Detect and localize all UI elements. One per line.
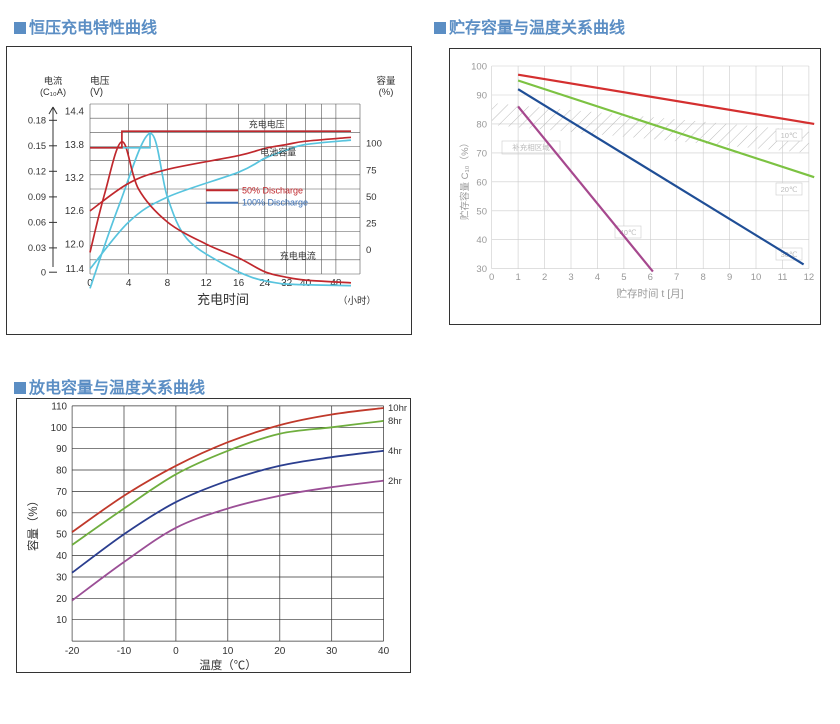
svg-text:4: 4	[595, 272, 600, 283]
svg-text:2: 2	[542, 272, 547, 283]
svg-text:4hr: 4hr	[388, 446, 402, 457]
svg-text:30: 30	[326, 646, 338, 657]
svg-text:6: 6	[648, 272, 653, 283]
svg-text:1: 1	[515, 272, 520, 283]
svg-text:0.12: 0.12	[28, 167, 46, 177]
svg-text:充电电流: 充电电流	[280, 250, 316, 261]
svg-text:10: 10	[56, 615, 67, 626]
svg-text:50: 50	[366, 192, 377, 203]
svg-text:电池容量: 电池容量	[260, 147, 296, 158]
svg-text:40: 40	[56, 551, 67, 562]
svg-text:80: 80	[56, 465, 67, 476]
svg-text:0.09: 0.09	[28, 192, 46, 202]
svg-text:12.6: 12.6	[65, 206, 85, 217]
svg-text:60: 60	[476, 177, 487, 188]
svg-text:(C₁₀A): (C₁₀A)	[40, 87, 66, 97]
svg-text:16: 16	[233, 278, 245, 289]
svg-text:温度（℃）: 温度（℃）	[199, 658, 257, 672]
svg-text:110: 110	[51, 401, 67, 412]
svg-text:70: 70	[56, 486, 67, 497]
svg-text:4: 4	[126, 278, 132, 289]
svg-text:12.0: 12.0	[65, 239, 85, 250]
svg-text:-20: -20	[65, 646, 80, 657]
svg-text:(%): (%)	[379, 87, 394, 98]
svg-text:7: 7	[674, 272, 679, 283]
svg-text:20: 20	[56, 593, 67, 604]
svg-text:25: 25	[366, 219, 377, 230]
svg-text:9: 9	[727, 272, 732, 283]
svg-text:40: 40	[476, 235, 487, 246]
svg-text:3: 3	[568, 272, 573, 283]
svg-text:充电电压: 充电电压	[249, 118, 285, 129]
svg-text:0: 0	[489, 272, 494, 283]
svg-text:10℃: 10℃	[781, 131, 798, 140]
svg-text:50% Discharge: 50% Discharge	[242, 185, 303, 195]
svg-text:电压: 电压	[90, 74, 110, 87]
svg-text:充电时间: 充电时间	[197, 292, 249, 307]
svg-text:补充相区域: 补充相区域	[512, 142, 550, 152]
svg-text:8: 8	[165, 278, 171, 289]
svg-text:11: 11	[778, 272, 788, 283]
svg-text:50: 50	[476, 206, 487, 217]
svg-text:电流: 电流	[44, 75, 63, 86]
svg-text:-10: -10	[116, 646, 131, 657]
svg-text:8hr: 8hr	[388, 416, 402, 427]
svg-text:100: 100	[366, 139, 382, 150]
svg-text:100% Discharge: 100% Discharge	[242, 198, 308, 208]
svg-text:80: 80	[476, 119, 487, 130]
svg-text:贮存时间 t [月]: 贮存时间 t [月]	[616, 287, 683, 300]
svg-text:0.03: 0.03	[28, 243, 46, 253]
svg-text:0: 0	[41, 268, 46, 278]
svg-text:0: 0	[366, 245, 371, 256]
svg-text:容量（%）: 容量（%）	[26, 494, 40, 550]
svg-text:13.8: 13.8	[65, 140, 85, 151]
svg-text:13.2: 13.2	[65, 173, 84, 184]
svg-text:10: 10	[751, 272, 762, 283]
svg-text:0.06: 0.06	[28, 218, 46, 228]
svg-text:30: 30	[476, 264, 487, 275]
svg-text:14.4: 14.4	[65, 107, 85, 118]
svg-text:60: 60	[56, 508, 67, 519]
svg-text:90: 90	[476, 91, 487, 102]
svg-text:12: 12	[201, 278, 213, 289]
svg-text:贮存容量 C₁₀（%）: 贮存容量 C₁₀（%）	[459, 138, 471, 220]
svg-text:5: 5	[621, 272, 626, 283]
svg-text:40: 40	[378, 646, 390, 657]
svg-text:10: 10	[222, 646, 234, 657]
svg-text:（小时）: （小时）	[338, 295, 376, 307]
svg-text:100: 100	[471, 62, 487, 73]
svg-text:(V): (V)	[90, 87, 103, 98]
svg-text:20℃: 20℃	[781, 185, 798, 194]
svg-text:20: 20	[274, 646, 286, 657]
svg-text:8: 8	[701, 272, 706, 283]
svg-text:50: 50	[56, 529, 67, 540]
svg-text:75: 75	[366, 166, 377, 177]
svg-text:12: 12	[804, 272, 815, 283]
svg-text:0: 0	[173, 646, 179, 657]
svg-text:容量: 容量	[376, 75, 396, 87]
svg-text:70: 70	[476, 148, 487, 159]
svg-text:0.18: 0.18	[28, 116, 46, 126]
svg-text:48: 48	[330, 278, 342, 289]
svg-text:90: 90	[56, 444, 67, 455]
svg-text:11.4: 11.4	[66, 264, 85, 275]
svg-text:100: 100	[50, 422, 67, 433]
svg-text:0.15: 0.15	[28, 141, 46, 151]
svg-text:30: 30	[56, 572, 67, 583]
svg-text:10hr: 10hr	[388, 403, 407, 414]
svg-text:2hr: 2hr	[388, 476, 402, 487]
